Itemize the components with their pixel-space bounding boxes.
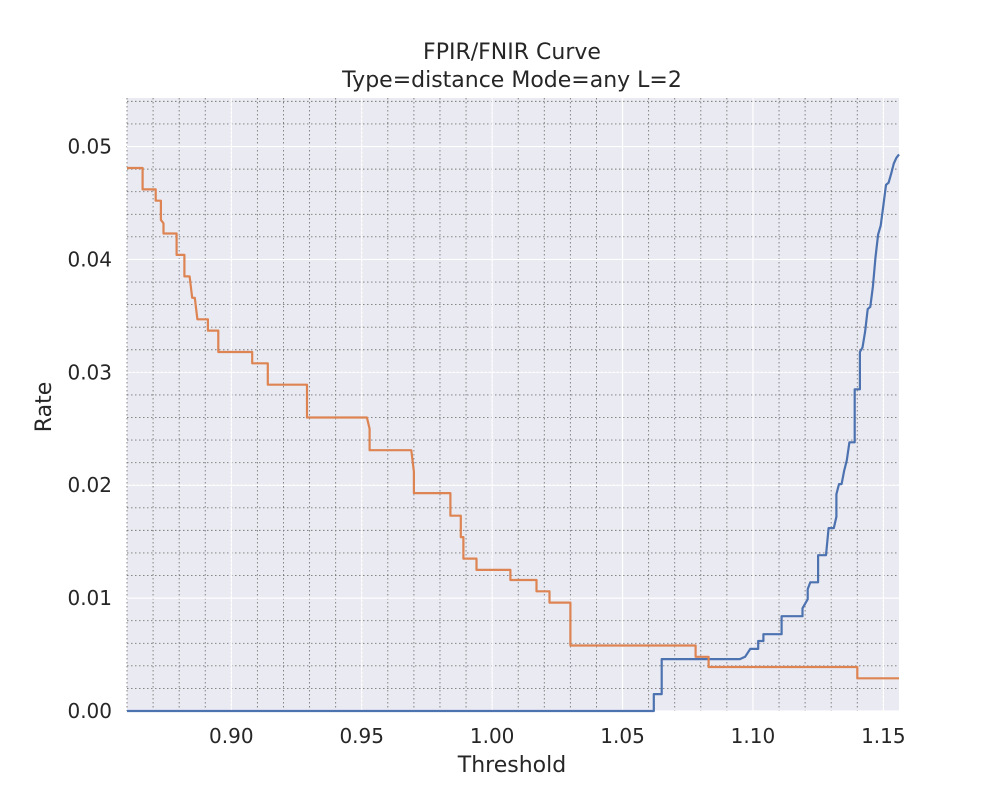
x-tick-label: 1.05 (600, 724, 645, 748)
chart-title: FPIR/FNIR Curve (423, 40, 601, 65)
x-tick-label: 0.90 (209, 724, 254, 748)
series-layer (127, 153, 900, 713)
y-tick-label: 0.04 (67, 247, 112, 271)
x-tick-label: 1.10 (731, 724, 776, 748)
x-tick-label: 1.15 (861, 724, 906, 748)
y-axis-label: Rate (32, 382, 57, 432)
plot-area (127, 98, 899, 711)
x-axis-ticks: 0.90 0.95 1.00 1.05 1.10 1.15 (209, 724, 906, 748)
series-line-1 (127, 153, 900, 713)
y-tick-label: 0.00 (67, 699, 112, 723)
y-tick-label: 0.02 (67, 473, 112, 497)
x-tick-label: 0.95 (339, 724, 384, 748)
y-tick-label: 0.05 (67, 135, 112, 159)
x-axis-label: Threshold (457, 753, 566, 778)
y-axis-ticks: 0.00 0.01 0.02 0.03 0.04 0.05 (67, 135, 112, 723)
major-grid (127, 98, 899, 712)
y-tick-label: 0.01 (67, 586, 112, 610)
series-line-2 (127, 166, 899, 680)
x-tick-label: 1.00 (470, 724, 515, 748)
y-tick-label: 0.03 (67, 360, 112, 384)
chart-subtitle: Type=distance Mode=any L=2 (341, 68, 682, 93)
